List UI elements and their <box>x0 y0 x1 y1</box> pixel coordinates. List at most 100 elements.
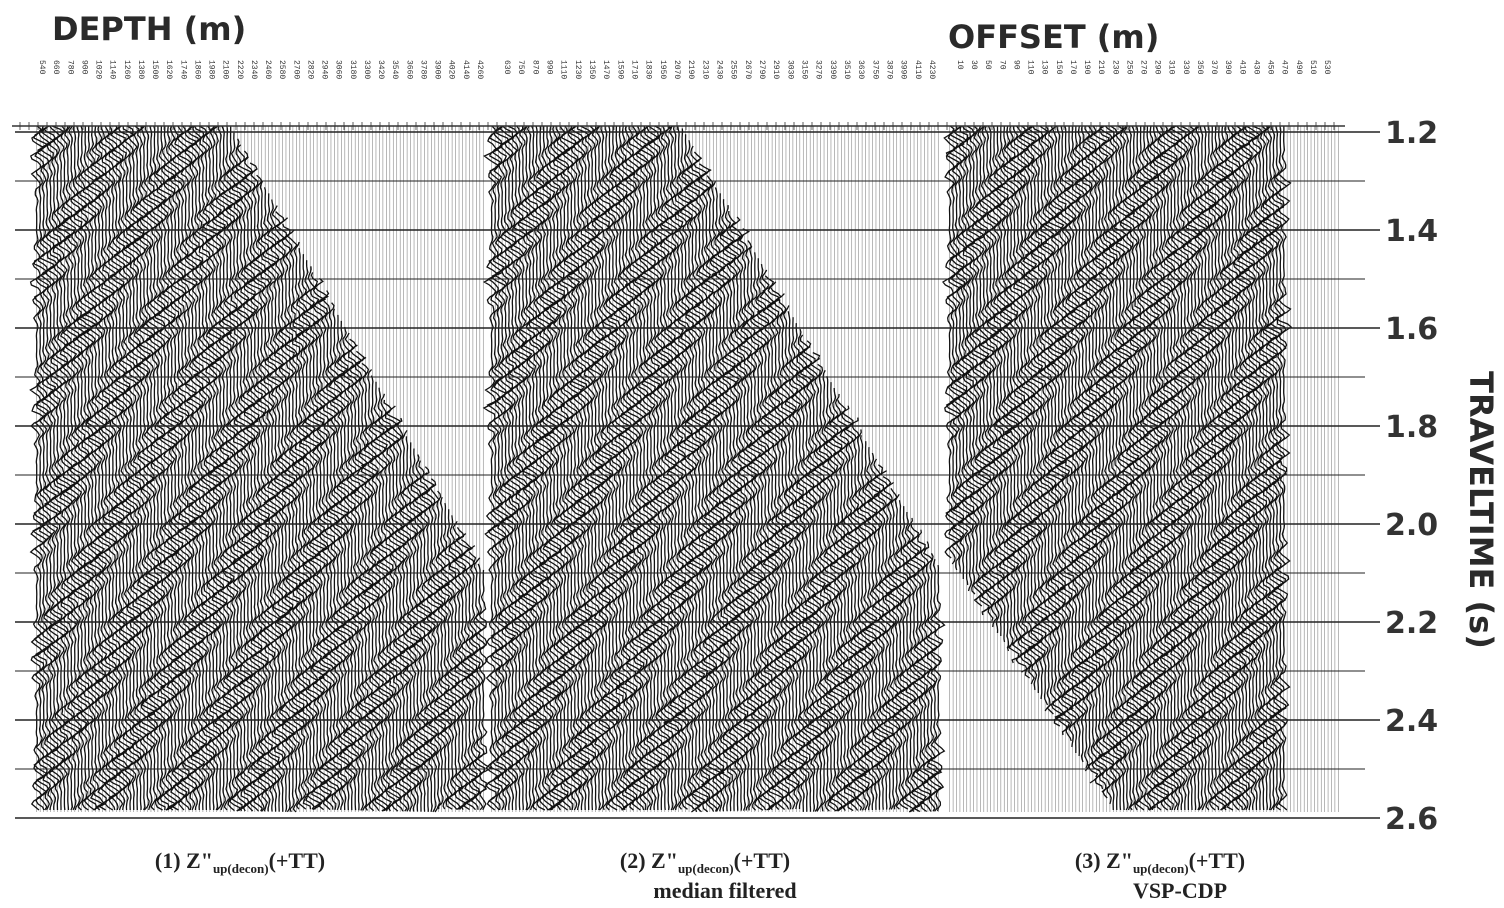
wiggle-trace <box>821 376 837 812</box>
wiggle-trace <box>708 187 726 812</box>
wiggle-trace <box>174 125 191 811</box>
wiggle-trace <box>29 125 46 811</box>
wiggle-trace <box>1214 125 1231 811</box>
wiggle-trace <box>243 162 260 812</box>
depth-offset-label: 1020 <box>94 60 103 79</box>
depth-offset-label: 230 <box>1110 60 1119 75</box>
wiggle-trace <box>371 387 387 811</box>
wiggle-trace <box>1153 125 1169 811</box>
wiggle-trace <box>733 228 751 811</box>
wiggle-trace <box>344 338 360 811</box>
wiggle-trace <box>1057 125 1074 736</box>
wiggle-trace <box>832 399 851 812</box>
wiggle-trace <box>627 125 645 811</box>
wiggle-trace <box>735 234 753 811</box>
wiggle-trace <box>466 551 480 811</box>
wiggle-trace <box>704 181 722 812</box>
time-label: 1.8 <box>1385 410 1438 445</box>
wiggle-trace <box>181 125 198 811</box>
caption-prefix: (3) Z" <box>1075 848 1133 873</box>
wiggle-trace <box>1156 125 1172 811</box>
caption: (3) Z"up(decon)(+TT) <box>1075 848 1245 876</box>
wiggle-trace <box>552 125 570 811</box>
wiggle-trace <box>170 125 187 811</box>
caption-sub: up(decon) <box>1133 861 1189 876</box>
wiggle-trace <box>882 481 898 810</box>
wiggle-trace <box>365 375 380 812</box>
depth-offset-label: 3870 <box>885 60 894 79</box>
depth-offset-label: 3030 <box>785 60 794 79</box>
depth-offset-label: 1500 <box>150 60 159 79</box>
wiggle-trace <box>261 193 278 812</box>
wiggle-trace <box>684 145 701 810</box>
wiggle-trace <box>45 125 63 811</box>
caption-prefix: (1) Z" <box>155 848 213 873</box>
wiggle-trace <box>501 125 518 811</box>
wiggle-trace <box>749 258 767 811</box>
wiggle-trace <box>569 125 586 811</box>
caption-suffix: (+TT) <box>1189 848 1246 873</box>
wiggle-trace <box>309 277 327 810</box>
wiggle-trace <box>236 150 253 811</box>
wiggle-trace <box>333 320 350 811</box>
wiggle-trace <box>498 125 515 811</box>
wiggle-trace <box>546 125 563 811</box>
wiggle-trace <box>636 125 653 811</box>
wiggle-trace <box>726 216 743 811</box>
wiggle-trace <box>701 175 719 812</box>
depth-offset-label: 2190 <box>686 60 695 79</box>
wiggle-trace <box>337 326 353 811</box>
wiggle-trace <box>1237 125 1255 811</box>
wiggle-trace <box>52 125 70 810</box>
depth-offset-label: 2580 <box>277 60 286 79</box>
wiggle-trace <box>1162 125 1179 811</box>
wiggle-trace <box>891 500 909 810</box>
wiggle-trace <box>798 340 815 812</box>
wiggle-trace <box>851 429 867 811</box>
depth-offset-label: 3510 <box>842 60 851 79</box>
wiggle-trace <box>1081 125 1098 772</box>
wiggle-trace <box>836 405 855 812</box>
depth-offset-label: 1740 <box>178 60 187 79</box>
depth-offset-label: 4260 <box>475 60 484 79</box>
wiggle-trace <box>377 399 394 812</box>
time-label: 1.6 <box>1385 312 1438 347</box>
wiggle-trace <box>35 125 52 811</box>
depth-offset-label: 1230 <box>573 60 582 79</box>
wiggle-trace <box>1258 125 1275 811</box>
depth-offset-label: 130 <box>1040 60 1049 75</box>
wiggle-trace <box>184 125 200 811</box>
wiggle-trace <box>690 157 709 813</box>
depth-offset-label: 3540 <box>390 60 399 79</box>
depth-offset-label: 2790 <box>757 60 766 79</box>
depth-offset-label: 2430 <box>715 60 724 79</box>
depth-offset-label: 3630 <box>856 60 865 79</box>
wiggle-trace <box>650 125 666 811</box>
wiggle-trace <box>1223 125 1241 811</box>
wiggle-trace <box>291 248 308 810</box>
caption-sub: up(decon) <box>213 861 269 876</box>
depth-offset-label: 1590 <box>615 60 624 79</box>
wiggle-trace <box>1095 125 1110 793</box>
wiggle-trace <box>409 454 427 812</box>
depth-offset-label: 3420 <box>376 60 385 79</box>
depth-offset-label: 310 <box>1167 60 1176 75</box>
wiggle-trace <box>398 429 410 812</box>
wiggle-trace <box>639 125 656 811</box>
wiggle-trace <box>979 125 996 616</box>
depth-offset-label: 3780 <box>418 60 427 79</box>
depth-offset-label: 50 <box>983 60 992 70</box>
wiggle-trace <box>218 125 235 811</box>
wiggle-trace <box>115 125 131 811</box>
wiggle-trace <box>694 163 713 813</box>
wiggle-trace <box>159 125 178 811</box>
wiggle-trace <box>840 411 856 811</box>
caption-sub: up(decon) <box>678 861 734 876</box>
wiggle-trace <box>382 405 398 812</box>
wiggle-trace <box>129 125 147 811</box>
wiggle-trace <box>1046 125 1064 721</box>
wiggle-trace <box>482 125 501 811</box>
wiggle-trace <box>622 126 639 811</box>
wiggle-trace <box>150 125 167 811</box>
wiggle-trace <box>263 199 281 812</box>
